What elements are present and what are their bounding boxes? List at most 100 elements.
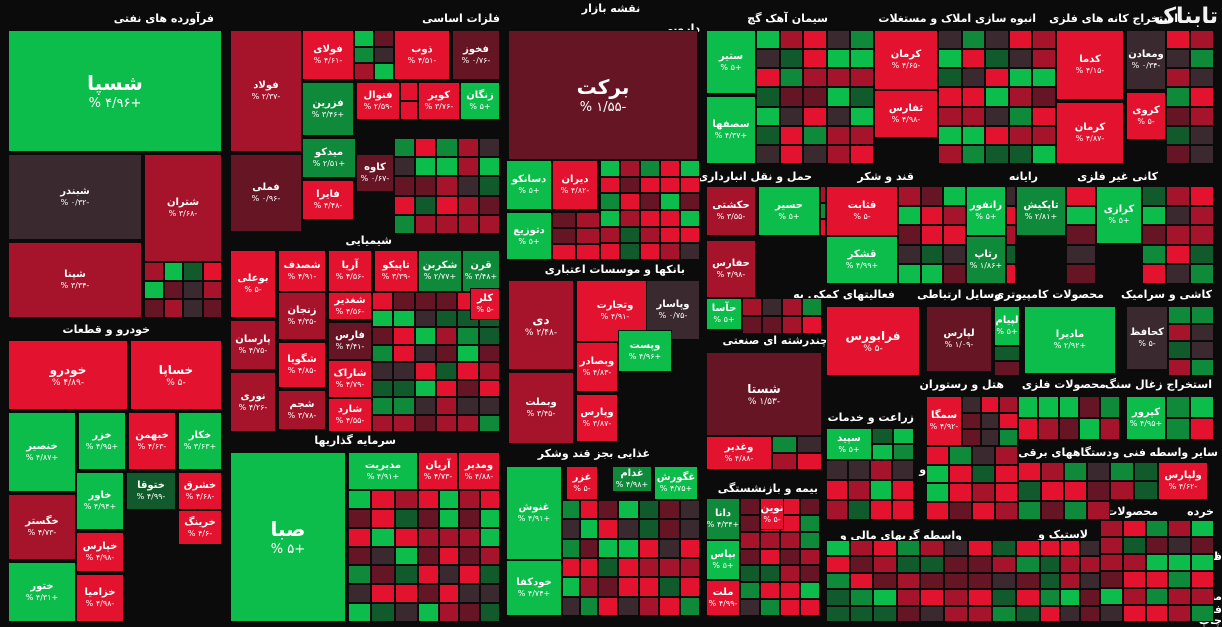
stock-tile[interactable]: دسانکو +۵ % (506, 160, 552, 210)
stock-tile-small[interactable] (457, 327, 479, 345)
stock-tile[interactable]: حکشتی -۳/۵۵ % (706, 186, 756, 236)
stock-tile-small[interactable] (640, 243, 660, 260)
stock-tile-small[interactable] (1166, 125, 1190, 145)
stock-tile-small[interactable] (660, 210, 680, 227)
stock-tile-small[interactable] (1006, 186, 1016, 206)
stock-tile-small[interactable] (926, 483, 949, 502)
stock-tile[interactable]: دیران -۴/۸۲ % (552, 160, 598, 210)
stock-tile-small[interactable] (415, 138, 437, 158)
stock-tile-small[interactable] (760, 548, 780, 566)
stock-tile[interactable]: ستیر +۵ % (706, 30, 756, 94)
stock-tile-small[interactable] (872, 444, 893, 460)
stock-tile-small[interactable] (640, 210, 660, 227)
stock-tile-small[interactable] (780, 531, 800, 549)
stock-tile-small[interactable] (850, 144, 874, 164)
stock-tile-small[interactable] (372, 344, 394, 362)
stock-tile-small[interactable] (800, 498, 820, 515)
stock-tile-small[interactable] (371, 508, 395, 528)
stock-tile-small[interactable] (779, 87, 804, 107)
stock-tile-small[interactable] (478, 344, 500, 362)
stock-tile-small[interactable] (760, 531, 780, 549)
stock-tile-small[interactable] (961, 144, 986, 164)
stock-tile-small[interactable] (1018, 500, 1041, 520)
stock-tile-small[interactable] (618, 500, 639, 520)
stock-tile-small[interactable] (680, 226, 700, 244)
stock-tile-small[interactable] (742, 316, 762, 334)
stock-tile-small[interactable] (1190, 106, 1214, 126)
stock-tile-small[interactable] (780, 565, 800, 583)
stock-tile-small[interactable] (393, 397, 415, 415)
stock-tile-small[interactable] (782, 316, 802, 334)
stock-tile-small[interactable] (394, 546, 418, 566)
stock-tile-small[interactable] (1190, 244, 1214, 265)
stock-tile-small[interactable] (962, 412, 981, 430)
stock-tile-small[interactable] (1032, 68, 1056, 88)
stock-tile-small[interactable] (371, 546, 395, 566)
stock-tile[interactable]: کرازی +۵ % (1096, 186, 1142, 244)
stock-tile-small[interactable] (772, 436, 797, 453)
stock-tile-small[interactable] (372, 327, 394, 345)
stock-tile-small[interactable] (826, 106, 851, 126)
stock-tile-small[interactable] (1166, 205, 1190, 226)
stock-tile-small[interactable] (1166, 225, 1190, 245)
stock-tile-small[interactable] (478, 379, 500, 397)
stock-tile-small[interactable] (740, 548, 760, 566)
stock-tile-small[interactable] (920, 556, 944, 573)
stock-tile-small[interactable] (1190, 87, 1214, 107)
stock-tile-small[interactable] (1166, 144, 1190, 164)
stock-tile-small[interactable] (393, 309, 415, 327)
stock-tile-small[interactable] (393, 327, 415, 345)
stock-tile-small[interactable] (803, 87, 827, 107)
stock-tile[interactable]: ومدیر -۴/۸۸ % (458, 452, 500, 490)
stock-tile-small[interactable] (1168, 520, 1192, 537)
stock-tile-small[interactable] (640, 226, 660, 244)
stock-tile[interactable]: وغدیر -۴/۸۸ % (706, 436, 772, 470)
stock-tile-small[interactable] (980, 429, 1000, 446)
stock-tile-small[interactable] (394, 490, 418, 509)
stock-tile-small[interactable] (972, 483, 995, 502)
stock-tile-small[interactable] (898, 186, 921, 206)
stock-tile-small[interactable] (371, 603, 395, 622)
stock-tile[interactable]: دتوزیع +۵ % (506, 212, 552, 260)
stock-tile[interactable]: خساپا -۵ % (130, 340, 222, 410)
stock-tile-small[interactable] (580, 596, 598, 616)
stock-tile-small[interactable] (163, 280, 183, 300)
stock-tile-small[interactable] (478, 176, 500, 196)
stock-tile-small[interactable] (374, 63, 394, 80)
stock-tile-small[interactable] (144, 299, 164, 318)
stock-tile-small[interactable] (1191, 306, 1214, 324)
stock-tile-small[interactable] (618, 538, 639, 558)
stock-tile-small[interactable] (949, 501, 972, 520)
stock-tile-small[interactable] (1079, 396, 1100, 418)
stock-tile-small[interactable] (580, 577, 598, 597)
stock-tile-small[interactable] (415, 157, 437, 177)
stock-tile-small[interactable] (202, 299, 222, 318)
stock-tile-small[interactable] (478, 214, 500, 234)
stock-tile-small[interactable] (779, 144, 804, 164)
stock-tile-small[interactable] (826, 605, 850, 622)
stock-tile-small[interactable] (944, 572, 968, 590)
stock-tile-small[interactable] (849, 589, 873, 606)
stock-tile[interactable]: شاراک -۴/۷۹ % (328, 360, 372, 398)
stock-tile-small[interactable] (679, 596, 700, 616)
stock-tile-small[interactable] (638, 500, 660, 520)
stock-tile-small[interactable] (638, 577, 660, 597)
stock-tile-small[interactable] (1100, 605, 1123, 622)
stock-tile-small[interactable] (457, 344, 479, 362)
stock-tile-small[interactable] (826, 68, 851, 88)
stock-tile[interactable]: رتاپ +۱/۸۶ % (966, 236, 1006, 284)
stock-tile-small[interactable] (780, 582, 800, 600)
stock-tile-small[interactable] (995, 501, 1018, 520)
stock-tile-small[interactable] (144, 280, 164, 300)
stock-tile-small[interactable] (478, 397, 500, 415)
stock-tile[interactable]: پارسان -۴/۷۵ % (230, 320, 276, 370)
stock-tile-small[interactable] (1100, 588, 1123, 605)
stock-tile-small[interactable] (1066, 264, 1096, 284)
stock-tile[interactable]: قرن +۳/۴۸ % (462, 250, 500, 292)
stock-tile-small[interactable] (1032, 87, 1056, 107)
stock-tile-small[interactable] (400, 101, 418, 120)
stock-tile-small[interactable] (995, 446, 1018, 465)
stock-tile-small[interactable] (1142, 225, 1166, 245)
stock-tile-small[interactable] (820, 219, 826, 236)
stock-tile-small[interactable] (926, 501, 949, 520)
